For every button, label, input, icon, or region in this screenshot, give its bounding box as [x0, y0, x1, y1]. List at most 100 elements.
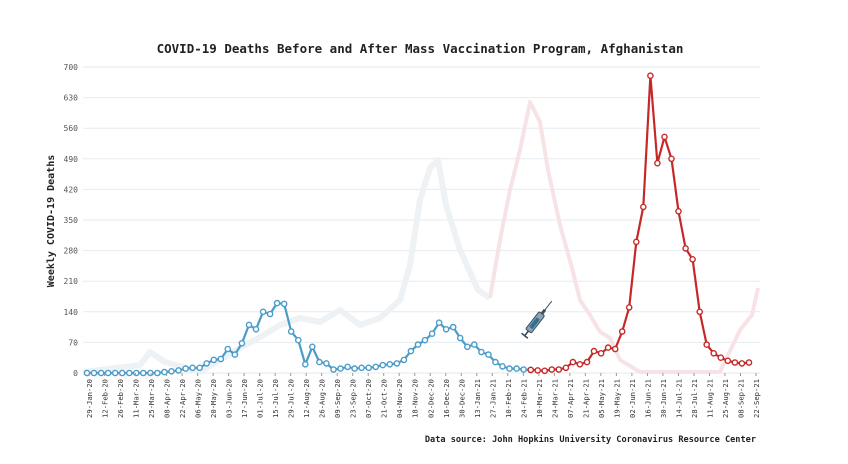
series [83, 72, 753, 377]
x-tick-label: 06-May-20 [194, 379, 203, 418]
data-point [266, 310, 274, 318]
data-point [731, 359, 739, 366]
data-point [400, 356, 408, 364]
data-point [618, 328, 626, 335]
x-tick-label: 08-Sep-21 [736, 379, 745, 418]
data-point [527, 366, 535, 374]
data-point [428, 330, 436, 338]
x-tick-label: 07-Oct-20 [364, 379, 373, 418]
data-point [597, 349, 605, 357]
x-axis: 29-Jan-20 12-Feb-20 26-Feb-20 11-Mar-20 25-M… [85, 373, 761, 418]
y-tick-label: 630 [64, 94, 79, 103]
data-point [633, 238, 640, 246]
data-point [520, 366, 527, 373]
y-tick-label: 70 [68, 338, 78, 347]
data-point [710, 349, 718, 357]
x-tick-label: 26-Aug-20 [318, 379, 327, 418]
data-point [569, 358, 577, 366]
x-tick-label: 16-Jun-21 [643, 379, 652, 418]
data-point [323, 360, 330, 367]
x-tick-label: 14-Jul-21 [674, 379, 683, 418]
x-tick-label: 25-Mar-20 [147, 379, 156, 418]
data-point [252, 325, 260, 333]
x-tick-label: 11-Mar-20 [132, 379, 141, 418]
data-point [682, 245, 689, 252]
x-tick-label: 12-Feb-20 [101, 379, 110, 418]
x-tick-label: 11-Aug-21 [705, 379, 714, 418]
ghost-curve [488, 100, 760, 374]
data-point [414, 341, 422, 348]
data-point [280, 300, 288, 308]
x-tick-label: 15-Jul-20 [271, 379, 280, 418]
data-point [126, 369, 133, 377]
data-point [287, 328, 295, 335]
data-point [161, 368, 168, 376]
data-point [203, 360, 210, 367]
data-point [132, 369, 140, 377]
data-point [611, 345, 619, 353]
chart-title: COVID-19 Deaths Before and After Mass Va… [157, 41, 684, 56]
x-tick-label: 20-May-20 [209, 379, 218, 418]
data-point [386, 360, 394, 368]
data-point [83, 369, 91, 377]
data-point [175, 367, 182, 374]
data-point [492, 358, 499, 366]
y-tick-label: 560 [64, 124, 79, 133]
x-tick-label: 03-Jun-20 [225, 379, 234, 418]
data-point [435, 319, 443, 327]
x-tick-label: 08-Apr-20 [163, 379, 172, 418]
x-tick-label: 09-Sep-20 [333, 379, 342, 418]
data-point [97, 369, 105, 377]
y-tick-label: 490 [64, 155, 79, 164]
data-point [534, 367, 542, 374]
y-tick-label: 420 [64, 185, 79, 194]
x-tick-label: 05-May-21 [597, 379, 606, 418]
data-point [168, 367, 175, 375]
data-point [604, 344, 612, 351]
x-tick-label: 30-Jun-21 [659, 379, 668, 418]
data-point [316, 358, 323, 366]
data-point [583, 358, 591, 366]
x-tick-label: 29-Jan-20 [85, 379, 94, 418]
y-tick-label: 210 [64, 277, 79, 286]
x-tick-label: 01-Jul-20 [256, 379, 265, 418]
data-point [449, 323, 457, 331]
data-point [147, 369, 154, 377]
background-ghost-curves [82, 100, 760, 375]
x-tick-label: 07-Apr-21 [566, 379, 575, 418]
data-point [506, 365, 513, 372]
x-tick-label: 13-Jan-21 [473, 379, 482, 418]
data-point [562, 364, 570, 372]
x-tick-label: 26-Feb-20 [116, 379, 125, 418]
data-point [499, 363, 506, 370]
data-point [590, 347, 598, 355]
data-point [365, 364, 373, 372]
data-point [245, 321, 253, 329]
data-point [548, 366, 556, 373]
x-tick-label: 29-Jul-20 [287, 379, 296, 418]
y-axis-label: Weekly COVID-19 Deaths [46, 155, 57, 287]
data-point [189, 364, 196, 372]
data-point [541, 367, 549, 375]
x-tick-label: 02-Jun-21 [628, 379, 637, 418]
y-tick-label: 350 [64, 216, 79, 225]
data-point [90, 369, 98, 377]
data-point [696, 308, 704, 316]
data-point [182, 365, 189, 372]
data-point [625, 304, 633, 311]
data-point [463, 343, 471, 351]
data-point [576, 360, 584, 368]
data-point [661, 133, 668, 141]
data-point [456, 334, 464, 342]
series-before-vaccination [83, 299, 535, 377]
y-axis: 0 70 140 210 280 350 420 490 560 630 700 [64, 63, 79, 378]
data-point [301, 360, 309, 368]
data-point [513, 365, 520, 372]
data-point [372, 363, 380, 371]
y-tick-label: 280 [64, 247, 79, 256]
data-point [294, 336, 302, 344]
data-point [703, 341, 711, 348]
data-point [344, 363, 351, 371]
x-tick-label: 24-Feb-21 [519, 379, 528, 418]
